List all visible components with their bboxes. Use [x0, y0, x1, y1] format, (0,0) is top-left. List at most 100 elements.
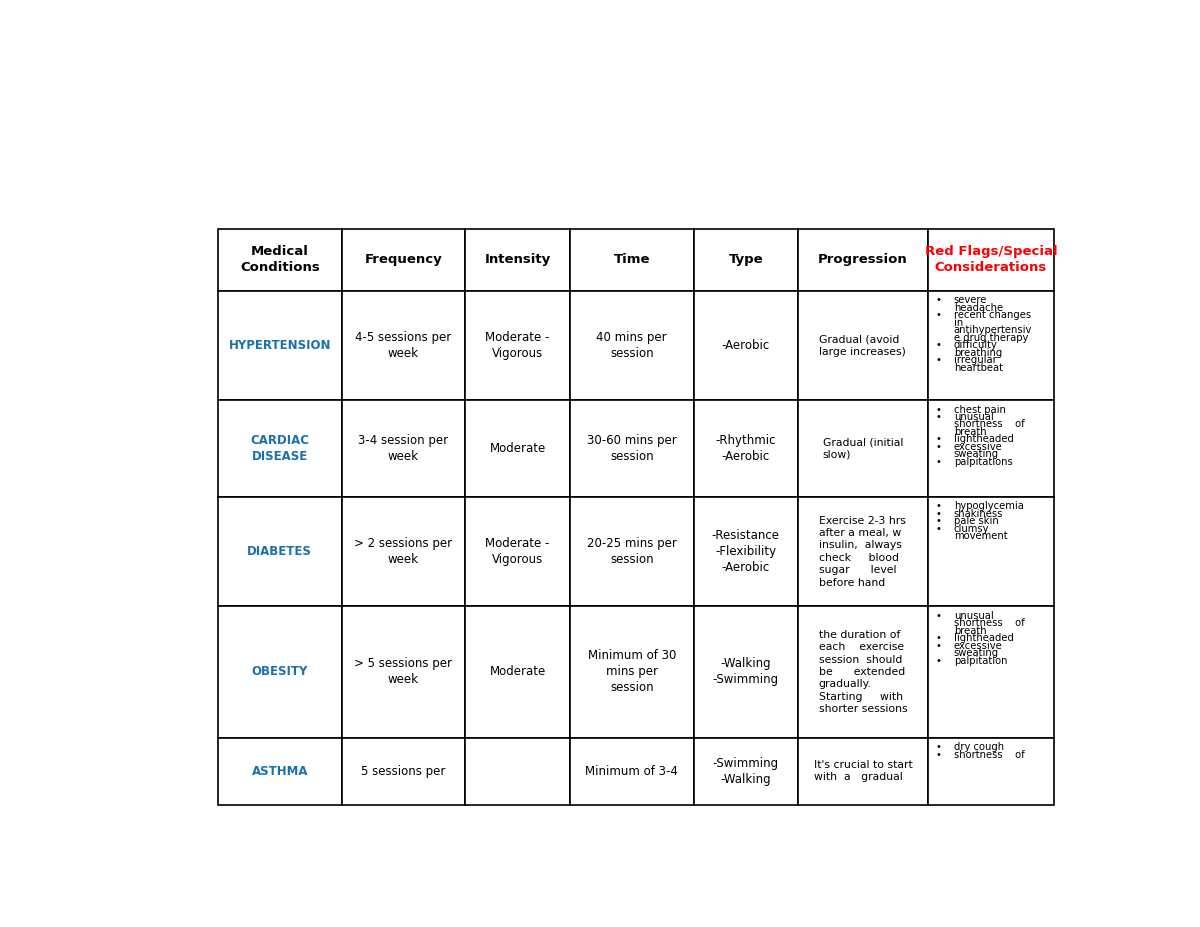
Bar [218, 229, 342, 291]
Bar [466, 291, 570, 400]
Bar [570, 400, 694, 497]
Bar [798, 738, 928, 805]
Text: 3-4 session per
week: 3-4 session per week [359, 434, 449, 463]
Bar [466, 229, 570, 291]
Bar [342, 400, 466, 497]
Text: •: • [936, 502, 942, 512]
Text: Moderate -
Vigorous: Moderate - Vigorous [486, 537, 550, 566]
Bar [466, 606, 570, 738]
Bar [798, 606, 928, 738]
Text: •: • [936, 509, 942, 519]
Text: shakiness: shakiness [954, 509, 1003, 519]
Text: movement: movement [954, 531, 1007, 541]
Bar [342, 497, 466, 606]
Text: HYPERTENSION: HYPERTENSION [228, 339, 331, 352]
Bar [342, 291, 466, 400]
Text: palpitations: palpitations [954, 457, 1013, 467]
Bar [218, 400, 342, 497]
Bar [342, 229, 466, 291]
Bar [570, 606, 694, 738]
Text: > 5 sessions per
week: > 5 sessions per week [354, 657, 452, 686]
Text: the duration of
each    exercise
session  should
be      extended
gradually.
Sta: the duration of each exercise session sh… [818, 629, 907, 714]
Text: excessive: excessive [954, 641, 1002, 651]
Text: •: • [936, 750, 942, 759]
Text: lightheaded: lightheaded [954, 435, 1014, 444]
Text: •: • [936, 742, 942, 752]
Text: breath: breath [954, 427, 986, 437]
Text: shortness    of: shortness of [954, 618, 1025, 629]
Bar [218, 606, 342, 738]
Text: Type: Type [728, 253, 763, 266]
Bar [218, 291, 342, 400]
Bar [694, 291, 798, 400]
Text: 20-25 mins per
session: 20-25 mins per session [587, 537, 677, 566]
Text: •: • [936, 516, 942, 527]
Text: breathing: breathing [954, 348, 1002, 358]
Bar [342, 606, 466, 738]
Bar [798, 291, 928, 400]
Text: -Swimming
-Walking: -Swimming -Walking [713, 756, 779, 786]
Text: Exercise 2-3 hrs
after a meal, w
insulin,  always
check     blood
sugar      lev: Exercise 2-3 hrs after a meal, w insulin… [820, 515, 906, 588]
Text: Minimum of 3-4: Minimum of 3-4 [586, 765, 678, 778]
Text: excessive: excessive [954, 442, 1002, 452]
Text: •: • [936, 412, 942, 422]
Text: •: • [936, 311, 942, 320]
Text: -Aerobic: -Aerobic [721, 339, 770, 352]
Text: Gradual (initial
slow): Gradual (initial slow) [823, 438, 904, 460]
Text: antihypertensiv: antihypertensiv [954, 325, 1032, 335]
Text: sweating: sweating [954, 648, 998, 658]
Text: Moderate -
Vigorous: Moderate - Vigorous [486, 331, 550, 360]
Text: headache: headache [954, 302, 1003, 312]
Text: OBESITY: OBESITY [252, 666, 308, 679]
Bar [928, 606, 1054, 738]
Bar [466, 497, 570, 606]
Bar [694, 738, 798, 805]
Text: in: in [954, 318, 964, 327]
Bar [798, 229, 928, 291]
Bar [466, 400, 570, 497]
Text: Gradual (avoid
large increases): Gradual (avoid large increases) [820, 334, 906, 357]
Text: Moderate: Moderate [490, 666, 546, 679]
Bar [694, 497, 798, 606]
Text: clumsy: clumsy [954, 524, 989, 534]
Text: unusual: unusual [954, 611, 994, 621]
Text: Time: Time [613, 253, 650, 266]
Text: e drug therapy: e drug therapy [954, 333, 1028, 343]
Text: pale skin: pale skin [954, 516, 998, 527]
Text: •: • [936, 633, 942, 643]
Text: Medical
Conditions: Medical Conditions [240, 246, 319, 274]
Text: CARDIAC
DISEASE: CARDIAC DISEASE [251, 434, 310, 463]
Text: •: • [936, 435, 942, 444]
Bar [928, 229, 1054, 291]
Text: shortness    of: shortness of [954, 750, 1025, 759]
Text: dry cough: dry cough [954, 742, 1004, 752]
Bar [928, 497, 1054, 606]
Text: palpitation: palpitation [954, 655, 1007, 666]
Text: sweating: sweating [954, 450, 998, 460]
Bar [570, 497, 694, 606]
Text: -Rhythmic
-Aerobic: -Rhythmic -Aerobic [715, 434, 776, 463]
Text: Moderate: Moderate [490, 442, 546, 455]
Text: hypoglycemia: hypoglycemia [954, 502, 1024, 512]
Bar [570, 738, 694, 805]
Text: -Walking
-Swimming: -Walking -Swimming [713, 657, 779, 686]
Text: 30-60 mins per
session: 30-60 mins per session [587, 434, 677, 463]
Bar [218, 738, 342, 805]
Text: Red Flags/Special
Considerations: Red Flags/Special Considerations [924, 246, 1057, 274]
Text: unusual: unusual [954, 412, 994, 422]
Text: •: • [936, 655, 942, 666]
Bar [928, 400, 1054, 497]
Text: severe: severe [954, 295, 988, 305]
Text: -Resistance
-Flexibility
-Aerobic: -Resistance -Flexibility -Aerobic [712, 529, 780, 574]
Text: •: • [936, 295, 942, 305]
Bar [570, 291, 694, 400]
Text: Frequency: Frequency [365, 253, 443, 266]
Bar [570, 229, 694, 291]
Text: irregular: irregular [954, 355, 996, 365]
Text: DIABETES: DIABETES [247, 545, 312, 558]
Text: 5 sessions per: 5 sessions per [361, 765, 445, 778]
Text: 4-5 sessions per
week: 4-5 sessions per week [355, 331, 451, 360]
Bar [798, 497, 928, 606]
Text: lightheaded: lightheaded [954, 633, 1014, 643]
Text: •: • [936, 340, 942, 350]
